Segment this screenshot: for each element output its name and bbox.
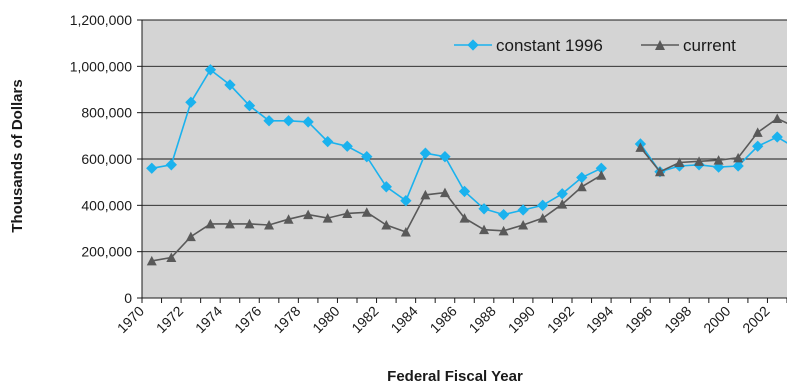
data-point-current bbox=[654, 166, 665, 177]
data-point-constant bbox=[537, 199, 549, 211]
data-point-constant bbox=[497, 208, 510, 221]
x-tick-label: 2002 bbox=[739, 303, 772, 336]
data-point-current bbox=[596, 170, 607, 180]
data-point-current bbox=[498, 225, 509, 236]
data-point-current bbox=[518, 220, 529, 230]
data-point-constant bbox=[361, 151, 373, 163]
data-point-constant bbox=[517, 204, 529, 216]
x-tick-label: 1976 bbox=[231, 303, 264, 336]
y-tick-label: 400,000 bbox=[81, 197, 132, 213]
x-tick-label: 1990 bbox=[505, 303, 538, 336]
data-point-constant bbox=[419, 147, 432, 159]
data-point-current bbox=[635, 142, 646, 152]
data-point-current bbox=[713, 155, 724, 165]
data-point-constant bbox=[576, 171, 588, 184]
data-point-current bbox=[752, 127, 763, 137]
data-point-current bbox=[283, 214, 294, 224]
data-point-current bbox=[400, 226, 411, 237]
data-point-current bbox=[361, 207, 372, 217]
y-tick-label: 1,200,000 bbox=[70, 12, 132, 28]
data-point-current bbox=[557, 199, 568, 209]
data-point-current bbox=[224, 218, 235, 229]
data-point-current bbox=[674, 157, 685, 167]
data-point-constant bbox=[400, 195, 412, 207]
x-tick-label: 1978 bbox=[270, 303, 303, 336]
data-point-current bbox=[303, 209, 314, 220]
data-point-current bbox=[459, 213, 470, 223]
data-point-constant bbox=[556, 188, 568, 200]
data-point-current bbox=[479, 224, 490, 235]
data-point-constant bbox=[752, 140, 764, 152]
data-point-current bbox=[205, 218, 216, 229]
series-line-current bbox=[151, 174, 602, 262]
series-layer bbox=[146, 64, 787, 266]
x-tick-label: 1996 bbox=[622, 303, 655, 336]
x-tick-label: 1970 bbox=[114, 303, 147, 336]
y-tick-label: 0 bbox=[124, 290, 132, 306]
y-tick-label: 200,000 bbox=[81, 244, 132, 260]
data-point-current bbox=[576, 181, 587, 192]
data-point-current bbox=[146, 255, 157, 266]
data-point-current bbox=[733, 152, 744, 163]
x-tick-label: 1982 bbox=[348, 303, 381, 336]
data-point-current bbox=[342, 208, 353, 218]
data-point-current bbox=[439, 187, 450, 198]
data-point-current bbox=[694, 156, 705, 166]
y-axis-title: Thousands of Dollars bbox=[9, 79, 26, 232]
data-point-current bbox=[166, 252, 177, 262]
data-point-current bbox=[264, 220, 275, 230]
legend-label-current: current bbox=[683, 36, 736, 55]
y-tick-label: 800,000 bbox=[81, 105, 132, 121]
x-axis-title: Federal Fiscal Year bbox=[387, 368, 523, 385]
y-tick-label: 1,000,000 bbox=[70, 58, 132, 74]
data-point-current bbox=[420, 189, 431, 200]
x-tick-label: 1984 bbox=[387, 303, 420, 336]
data-point-current bbox=[185, 231, 196, 242]
x-tick-label: 1994 bbox=[583, 303, 616, 336]
x-tick-label: 1992 bbox=[544, 303, 577, 336]
data-point-constant bbox=[458, 185, 471, 198]
x-tick-label: 1988 bbox=[466, 303, 499, 336]
data-point-constant bbox=[732, 160, 744, 172]
data-point-current bbox=[537, 213, 548, 223]
data-point-current bbox=[772, 113, 783, 123]
data-point-current bbox=[322, 213, 333, 223]
series-current bbox=[146, 113, 787, 266]
data-point-constant bbox=[595, 162, 607, 174]
data-point-constant bbox=[771, 131, 783, 143]
x-axis-ticks: 1970 1972 1974 1976 1978 1980 1982 1984 1986 1988… bbox=[114, 298, 787, 336]
data-point-constant bbox=[341, 140, 353, 152]
legend-marker-constant bbox=[467, 39, 479, 51]
legend: constant 1996 current bbox=[454, 36, 736, 55]
y-axis-ticks: 0 200,000 400,000 600,000 800,000 1,000,000 1,… bbox=[70, 12, 142, 306]
data-point-current bbox=[244, 218, 255, 229]
x-tick-label: 1974 bbox=[192, 303, 225, 336]
legend-label-constant: constant 1996 bbox=[496, 36, 603, 55]
data-point-constant bbox=[380, 181, 392, 193]
gridlines bbox=[142, 19, 787, 253]
data-point-constant bbox=[146, 162, 158, 174]
data-point-constant bbox=[478, 203, 490, 215]
y-tick-label: 600,000 bbox=[81, 151, 132, 167]
x-tick-label: 1972 bbox=[153, 303, 186, 336]
data-point-constant bbox=[165, 159, 177, 171]
x-tick-label: 1986 bbox=[427, 303, 460, 336]
legend-marker-current bbox=[655, 40, 665, 50]
data-point-current bbox=[381, 220, 392, 230]
x-tick-label: 1998 bbox=[661, 303, 694, 336]
data-point-constant bbox=[322, 135, 334, 148]
data-point-constant bbox=[439, 151, 451, 163]
x-tick-label: 1980 bbox=[309, 303, 342, 336]
x-tick-label: 2000 bbox=[700, 303, 733, 336]
